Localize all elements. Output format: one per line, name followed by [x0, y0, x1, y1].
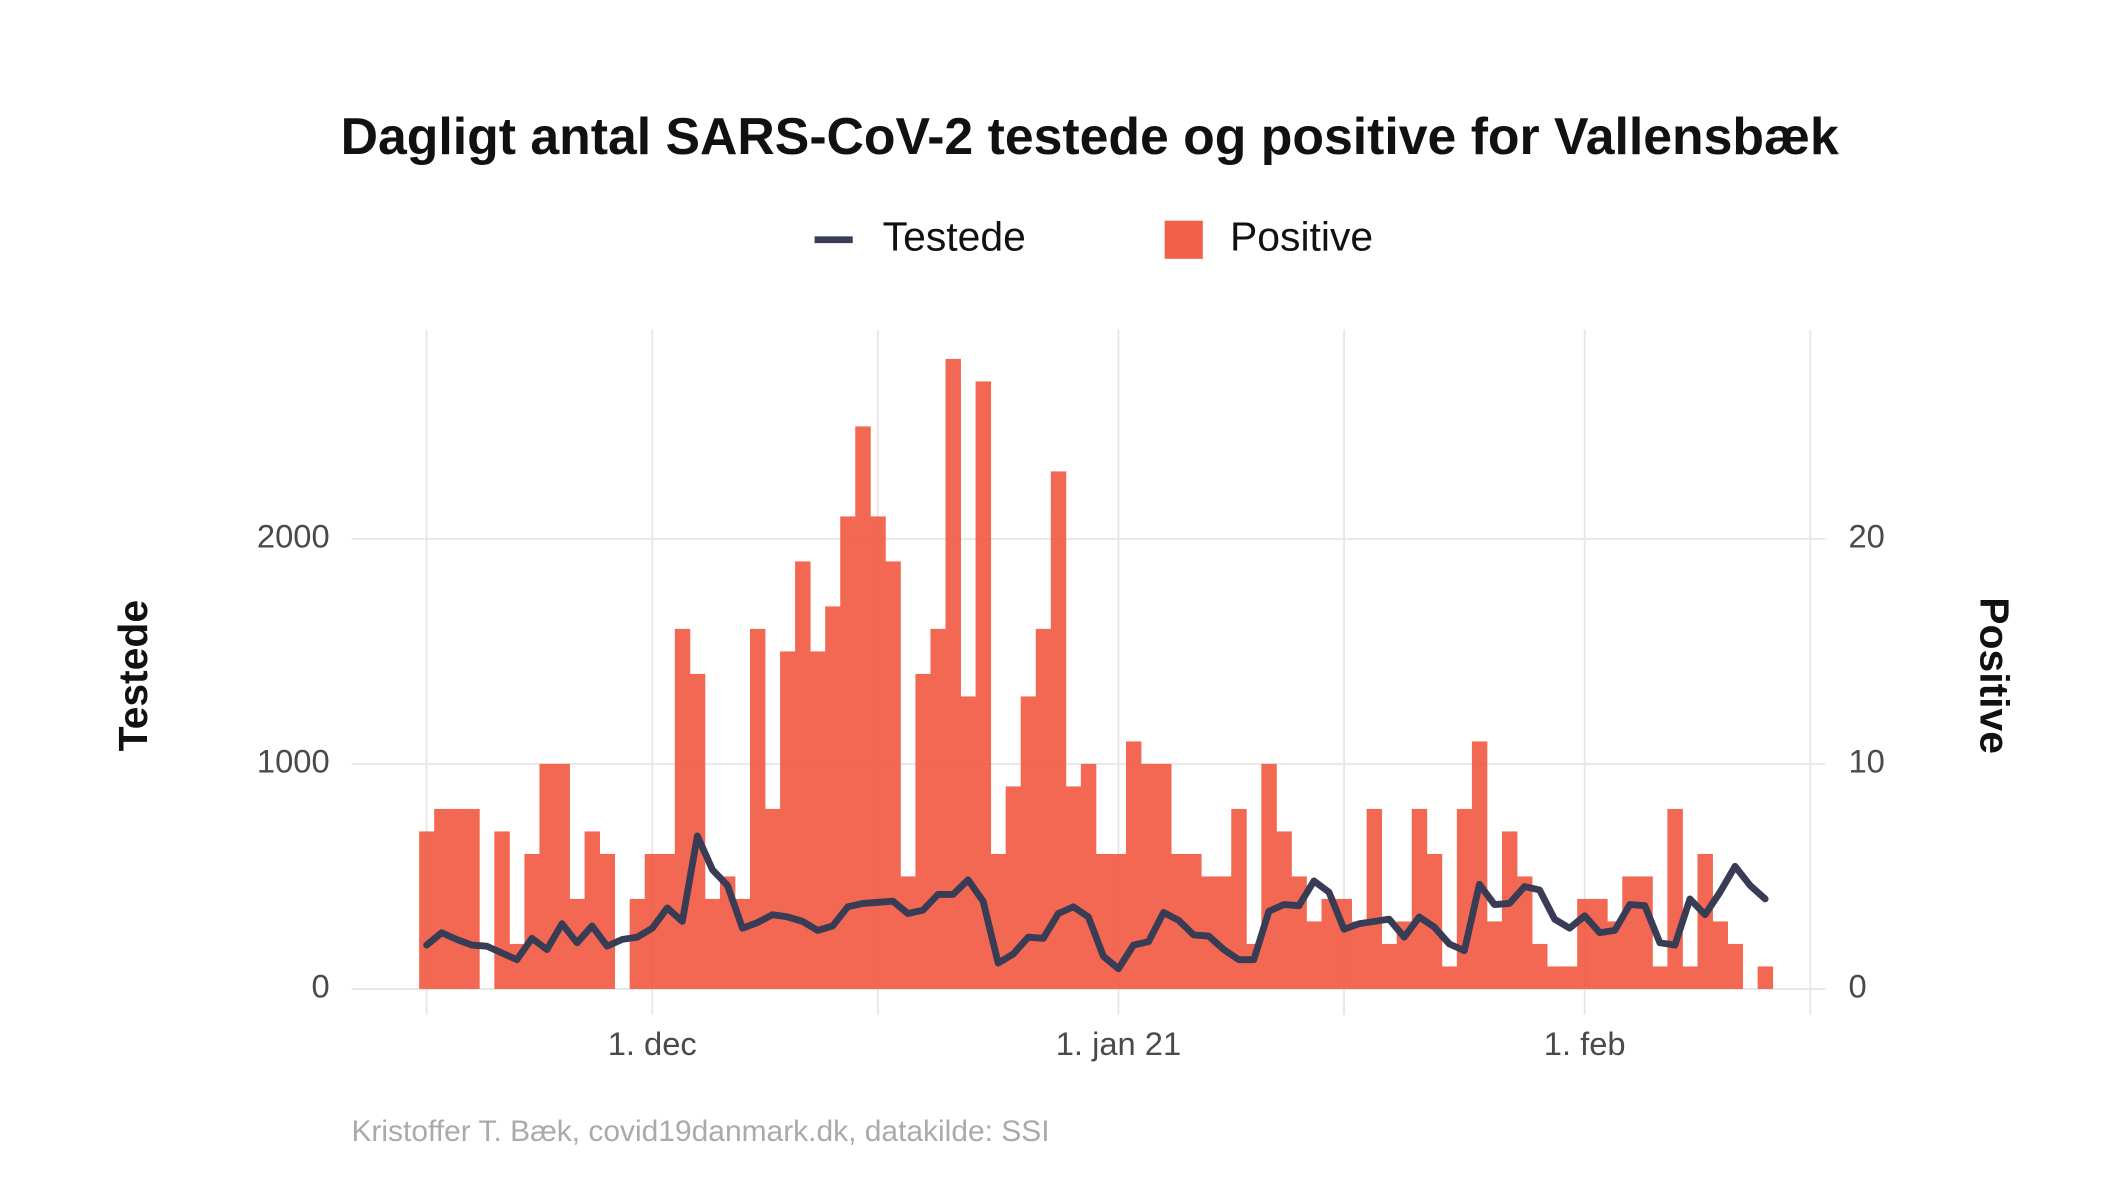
bar	[554, 763, 570, 989]
bar	[945, 358, 961, 989]
bar	[539, 763, 555, 989]
legend-label: Testede	[883, 214, 1026, 260]
bar	[1757, 966, 1774, 989]
bar	[644, 853, 661, 989]
legend-label: Positive	[1230, 214, 1373, 260]
bar	[975, 381, 992, 989]
bar	[1276, 831, 1292, 989]
bar	[1607, 921, 1623, 989]
chart-title: Dagligt antal SARS-CoV-2 testede og posi…	[341, 107, 1839, 165]
bar	[1035, 628, 1052, 989]
bar	[900, 876, 916, 989]
bar-series	[419, 358, 1774, 989]
line	[423, 832, 1769, 973]
bar	[855, 426, 871, 989]
bar	[990, 853, 1007, 989]
bar	[1065, 786, 1082, 989]
bar	[930, 628, 946, 989]
bar	[704, 898, 721, 989]
bar	[780, 651, 796, 989]
caption: Kristoffer T. Bæk, covid19danmark.dk, da…	[351, 1115, 1049, 1148]
y-tick-label: 1000	[257, 743, 330, 780]
bar	[1562, 966, 1578, 989]
bar	[1351, 921, 1368, 989]
bar	[1005, 786, 1022, 989]
bar	[915, 673, 931, 989]
bar	[960, 696, 976, 989]
bar	[524, 853, 540, 989]
bar	[1186, 853, 1202, 989]
bar	[1050, 471, 1067, 989]
bar	[749, 628, 766, 989]
bar	[1501, 831, 1518, 989]
bar	[449, 808, 465, 989]
bar	[825, 606, 841, 989]
bar	[1486, 921, 1503, 989]
bar	[689, 673, 706, 989]
bar	[629, 898, 646, 989]
bar	[1216, 876, 1232, 989]
bar	[1141, 763, 1157, 989]
bar	[1592, 898, 1608, 989]
bar	[1156, 763, 1172, 989]
bar	[1306, 921, 1322, 989]
bar	[1381, 943, 1398, 989]
bar	[1712, 921, 1728, 989]
bar	[870, 516, 886, 989]
bar	[1095, 853, 1112, 989]
y-tick-label: 2000	[257, 518, 330, 555]
bar	[1652, 966, 1668, 989]
bar	[1125, 741, 1142, 989]
bar	[1261, 763, 1277, 989]
bar	[1727, 943, 1744, 989]
bar	[1667, 808, 1683, 989]
y2-axis-title: Positive	[1972, 597, 2018, 754]
bar	[584, 831, 601, 989]
bar	[1411, 808, 1428, 989]
bar	[1366, 808, 1383, 989]
y2-tick-label: 10	[1848, 743, 1884, 780]
bar	[1080, 763, 1097, 989]
y2-tick-label: 20	[1848, 518, 1884, 555]
legend-swatch	[1164, 220, 1203, 259]
bar	[674, 628, 691, 989]
bar	[1532, 943, 1548, 989]
bar	[1622, 876, 1638, 989]
bar	[1637, 876, 1653, 989]
bar	[1682, 966, 1698, 989]
bar	[1517, 876, 1533, 989]
bar	[1231, 808, 1247, 989]
bar	[659, 853, 676, 989]
bar	[464, 808, 480, 989]
x-tick-label: 1. feb	[1544, 1025, 1626, 1062]
bar	[810, 651, 826, 989]
x-tick-label: 1. dec	[608, 1025, 697, 1062]
bar	[1547, 966, 1563, 989]
bar	[1396, 921, 1413, 989]
bar	[795, 561, 811, 989]
bar	[1020, 696, 1037, 989]
bar	[599, 853, 616, 989]
bar	[1471, 741, 1488, 989]
bar	[1321, 898, 1337, 989]
bar	[434, 808, 450, 989]
bar	[494, 831, 510, 989]
y2-tick-label: 0	[1848, 968, 1866, 1005]
bar	[1426, 853, 1443, 989]
bar	[1697, 853, 1713, 989]
bar	[419, 831, 435, 989]
bar	[1456, 808, 1473, 989]
y-tick-label: 0	[311, 968, 329, 1005]
bar	[885, 561, 901, 989]
bar	[1110, 853, 1127, 989]
x-tick-label: 1. jan 21	[1056, 1025, 1181, 1062]
y-axis-title: Testede	[110, 600, 156, 751]
bar	[1441, 966, 1458, 989]
bar	[840, 516, 856, 989]
bar	[765, 808, 781, 989]
